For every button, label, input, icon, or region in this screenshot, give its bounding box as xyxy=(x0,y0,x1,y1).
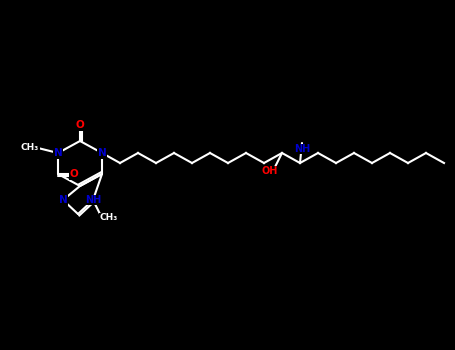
Text: CH₃: CH₃ xyxy=(21,144,39,153)
Text: N: N xyxy=(59,195,67,205)
Text: N: N xyxy=(98,148,106,158)
Text: NH: NH xyxy=(85,195,101,205)
Text: O: O xyxy=(76,120,84,130)
Text: O: O xyxy=(70,169,78,179)
Text: NH: NH xyxy=(294,144,310,154)
Text: OH: OH xyxy=(262,166,278,176)
Text: N: N xyxy=(54,148,62,158)
Text: CH₃: CH₃ xyxy=(100,214,118,223)
